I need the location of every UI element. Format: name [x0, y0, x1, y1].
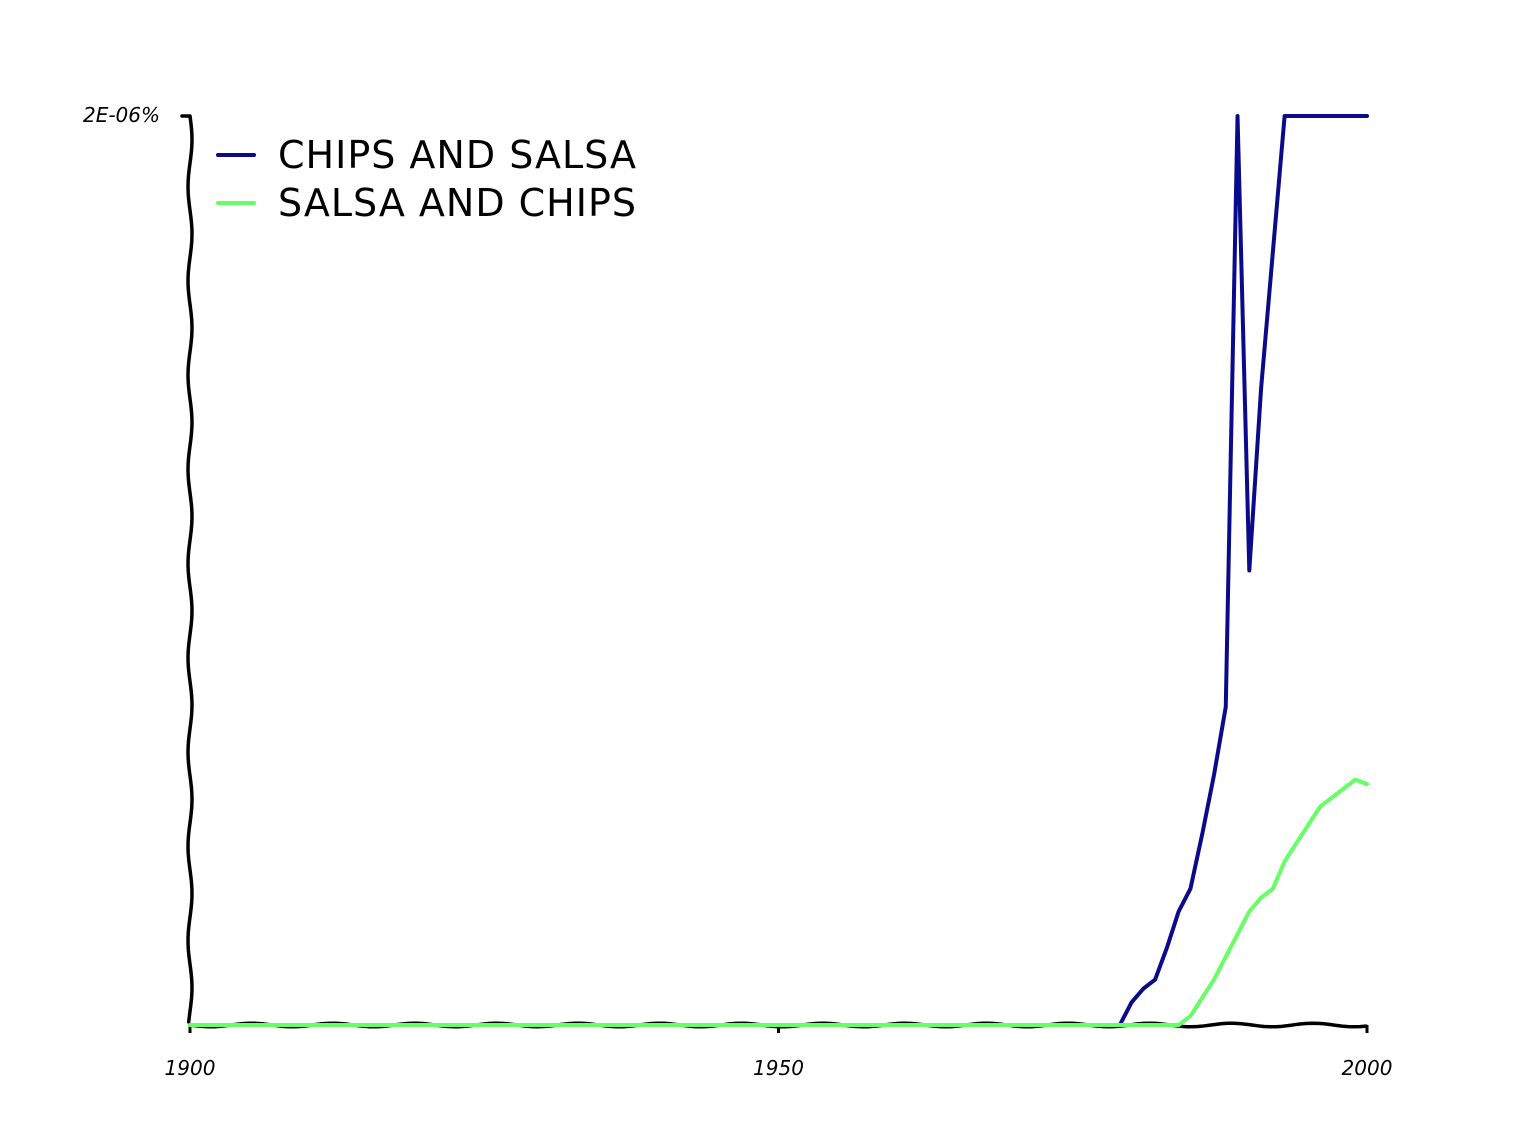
y-tick-label: 2E-06%: [83, 103, 160, 127]
ticks: 1900 1950 2000 2E-06%: [83, 103, 1392, 1080]
x-tick-label: 1950: [753, 1056, 804, 1080]
y-axis-line: [180, 114, 194, 1024]
legend-label: CHIPS AND SALSA: [278, 133, 637, 177]
x-tick-label: 1900: [165, 1056, 216, 1080]
series-group: [188, 114, 1369, 1027]
legend-label: SALSA AND CHIPS: [278, 181, 637, 225]
series-line-1: [188, 777, 1369, 1027]
x-tick-label: 2000: [1342, 1056, 1393, 1080]
series-line-0: [1117, 114, 1369, 1027]
